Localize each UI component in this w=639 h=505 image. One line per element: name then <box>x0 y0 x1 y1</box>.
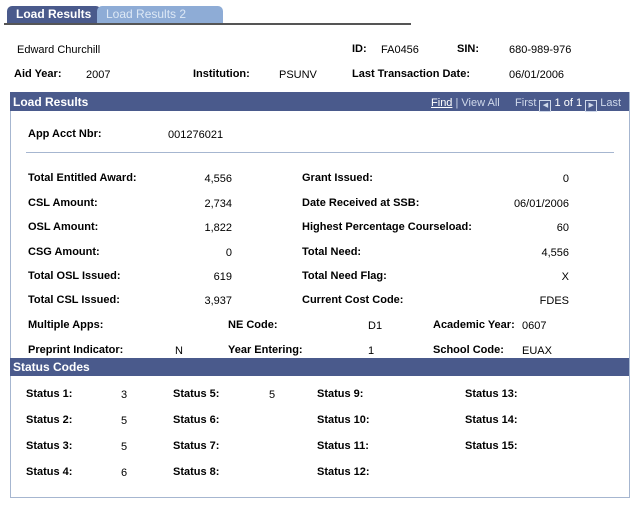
status-code-label: Status 9: <box>317 388 364 400</box>
institution-label: Institution: <box>193 68 250 80</box>
status-code-label: Status 11: <box>317 440 369 452</box>
field-value: N <box>175 345 183 357</box>
field-value: 1,822 <box>204 222 232 234</box>
field-label: Current Cost Code: <box>302 294 404 306</box>
app-acct-label: App Acct Nbr: <box>28 128 102 140</box>
id-value: FA0456 <box>381 44 419 56</box>
field-label: Total Need Flag: <box>302 270 387 282</box>
field-label: OSL Amount: <box>28 221 99 233</box>
field-value: 0 <box>225 247 232 259</box>
field-label: Highest Percentage Courseload: <box>302 221 472 233</box>
separator <box>26 152 614 153</box>
view-all-link[interactable]: View All <box>461 97 500 109</box>
field-value: D1 <box>368 320 383 332</box>
status-code-label: Status 12: <box>317 466 370 478</box>
status-code-label: Status 3: <box>26 440 73 452</box>
status-code-label: Status 5: <box>173 388 220 400</box>
load-results-title: Load Results <box>13 95 89 109</box>
status-code-label: Status 4: <box>26 466 73 478</box>
previous-arrow-icon[interactable]: ◀ <box>539 100 552 112</box>
page-indicator: 1 of 1 <box>554 97 583 109</box>
status-code-label: Status 6: <box>173 414 220 426</box>
status-code-value: 3 <box>121 389 128 401</box>
first-label[interactable]: First <box>515 97 537 109</box>
status-code-label: Status 2: <box>26 414 73 426</box>
field-label: Multiple Apps: <box>28 319 104 331</box>
status-code-value: 5 <box>121 415 128 427</box>
status-codes-title: Status Codes <box>13 360 90 374</box>
aid-year-label: Aid Year: <box>14 68 62 80</box>
field-label: Total CSL Issued: <box>28 294 120 306</box>
aid-year-value: 2007 <box>86 69 111 81</box>
find-link[interactable]: Find <box>431 97 453 109</box>
field-label: School Code: <box>433 344 504 356</box>
status-code-label: Status 1: <box>26 388 73 400</box>
field-value: EUAX <box>522 345 552 357</box>
last-transaction-label: Last Transaction Date: <box>352 68 470 80</box>
field-value: 0 <box>562 173 569 185</box>
sin-label: SIN: <box>457 43 479 55</box>
field-value: 619 <box>213 271 232 283</box>
field-value: 06/01/2006 <box>513 198 569 210</box>
field-value: 2,734 <box>204 198 232 210</box>
field-value: 3,937 <box>204 295 232 307</box>
field-label: NE Code: <box>228 319 278 331</box>
status-code-label: Status 8: <box>173 466 220 478</box>
status-code-value: 5 <box>269 389 276 401</box>
load-results-header: Load Results Find | View All First ◀ 1 o… <box>10 92 629 112</box>
id-label: ID: <box>352 43 367 55</box>
status-code-label: Status 13: <box>465 388 518 400</box>
field-label: Year Entering: <box>228 344 303 356</box>
next-arrow-icon[interactable]: ▶ <box>585 100 598 112</box>
field-value: 1 <box>368 345 375 357</box>
status-code-label: Status 14: <box>465 414 518 426</box>
status-code-value: 5 <box>121 441 128 453</box>
institution-value: PSUNV <box>279 69 317 81</box>
field-label: Academic Year: <box>433 319 515 331</box>
field-label: Total Need: <box>302 246 362 258</box>
student-name: Edward Churchill <box>17 44 101 56</box>
field-label: Total Entitled Award: <box>28 172 137 184</box>
last-label[interactable]: Last <box>600 97 621 109</box>
app-acct-value: 001276021 <box>168 129 224 141</box>
tab-load-results-2[interactable]: Load Results 2 <box>97 6 223 23</box>
field-value: X <box>561 271 569 283</box>
field-label: Grant Issued: <box>302 172 373 184</box>
field-value: 60 <box>556 222 569 234</box>
field-label: Preprint Indicator: <box>28 344 124 356</box>
field-label: CSG Amount: <box>28 246 100 258</box>
field-value: 0607 <box>522 320 547 332</box>
field-value: 4,556 <box>541 247 569 259</box>
status-code-label: Status 7: <box>173 440 220 452</box>
last-transaction-value: 06/01/2006 <box>509 69 565 81</box>
status-code-value: 6 <box>121 467 128 479</box>
grid-navigation: Find | View All First ◀ 1 of 1 ▶ Last <box>431 97 621 112</box>
field-value: FDES <box>539 295 569 307</box>
status-code-label: Status 15: <box>465 440 518 452</box>
field-label: Total OSL Issued: <box>28 270 121 282</box>
field-value: 4,556 <box>204 173 232 185</box>
status-codes-header: Status Codes <box>10 358 629 376</box>
tab-divider <box>4 23 411 25</box>
tab-load-results-1[interactable]: Load Results 1 <box>7 6 101 38</box>
sin-value: 680-989-976 <box>509 44 572 56</box>
field-label: Date Received at SSB: <box>302 197 420 209</box>
status-code-label: Status 10: <box>317 414 370 426</box>
field-label: CSL Amount: <box>28 197 98 209</box>
